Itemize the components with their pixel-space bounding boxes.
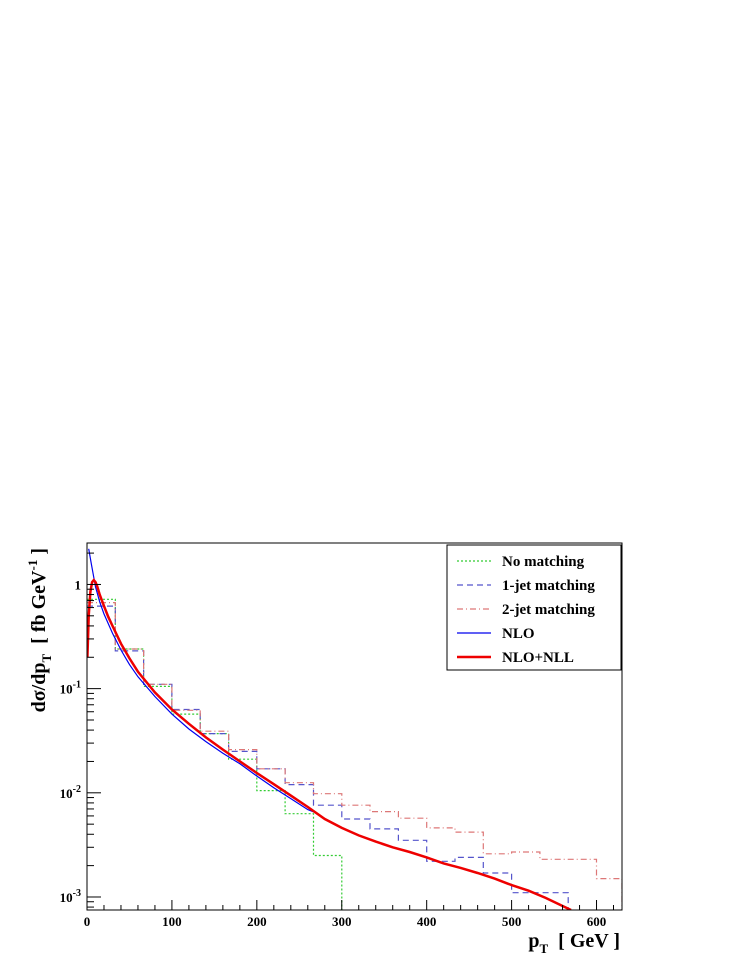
legend-label: No matching (502, 554, 585, 570)
x-tick-label: 0 (84, 914, 91, 929)
legend-label: NLO+NLL (502, 650, 574, 666)
legend-label: 2-jet matching (502, 602, 595, 618)
plot-frame (86, 542, 623, 911)
x-tick-label: 200 (247, 914, 267, 929)
x-tick-label: 300 (332, 914, 352, 929)
legend-box (446, 544, 622, 671)
legend-label: NLO (502, 626, 535, 642)
legend-label: 1-jet matching (502, 578, 595, 594)
series-line-2-jet-matching (87, 602, 622, 910)
x-tick-label: 100 (162, 914, 182, 929)
y-axis-label: dσ/dpT [ fb GeV-1 ] (25, 548, 54, 712)
x-tick-label: 500 (502, 914, 522, 929)
legend-items: No matching 1-jet matching 2-jet matching N… (457, 554, 595, 666)
series-line-nlo-nll (87, 578, 572, 910)
legend: No matching 1-jet matching 2-jet matching N… (446, 544, 622, 671)
y-tick-label: 10-2 (60, 784, 81, 801)
x-axis-label: pT [ GeV ] (528, 930, 620, 956)
y-tick-label: 10-1 (60, 680, 81, 697)
series-line-no-matching (87, 598, 343, 910)
x-tick-label: 400 (417, 914, 437, 929)
series-line-nlo (88, 548, 317, 814)
y-tick-label: 1 (75, 577, 82, 592)
y-tick-label: 10-3 (60, 888, 81, 905)
tick-layer: 0 100 200 300 400 500 600 1 10-1 10-2 10-3 (60, 552, 615, 929)
series-line-1-jet-matching (87, 605, 569, 910)
series-layer (87, 548, 622, 910)
x-tick-label: 600 (587, 914, 607, 929)
